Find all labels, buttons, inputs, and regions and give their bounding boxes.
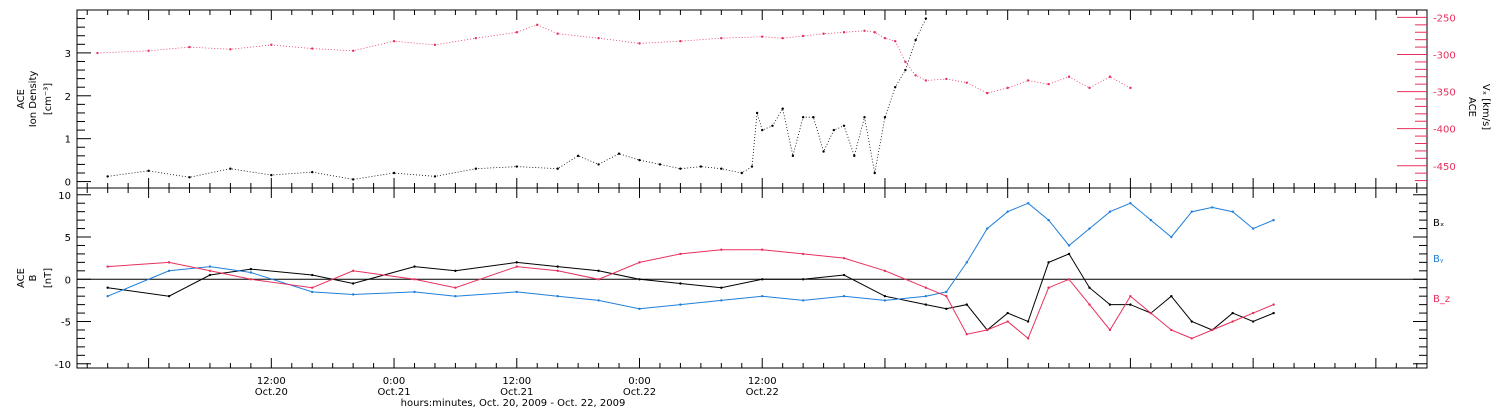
velocity-tick-label: -450 bbox=[1433, 162, 1456, 173]
density-point bbox=[791, 154, 795, 158]
density-point bbox=[822, 150, 825, 153]
x-tick-time: 12:00 bbox=[257, 376, 286, 387]
legend-bz: B_z bbox=[1433, 294, 1450, 305]
density-ylabel-line2: Ion Density bbox=[28, 71, 39, 128]
density-point bbox=[986, 91, 989, 95]
density-point bbox=[638, 158, 641, 162]
velocity-tick-label: -300 bbox=[1433, 51, 1456, 62]
density-point bbox=[515, 165, 518, 168]
density-point bbox=[96, 51, 99, 55]
field-panel-frame bbox=[76, 187, 1428, 369]
velocity-tick-label: -350 bbox=[1433, 88, 1456, 99]
x-tick-time: 0:00 bbox=[628, 376, 650, 387]
density-tick-label: 1 bbox=[65, 135, 71, 146]
field-series-line bbox=[107, 253, 1274, 331]
field-tick-label: 10 bbox=[58, 191, 71, 202]
density-panel-frame bbox=[76, 9, 1428, 189]
density-point bbox=[914, 74, 917, 77]
density-point bbox=[311, 47, 314, 50]
density-point bbox=[229, 167, 232, 170]
density-point bbox=[474, 36, 478, 40]
field-point bbox=[106, 286, 109, 289]
density-point bbox=[755, 111, 759, 115]
x-tick-date: Oct.22 bbox=[623, 387, 656, 398]
density-point bbox=[781, 107, 784, 110]
density-series-line bbox=[107, 18, 927, 180]
field-tick-label: 5 bbox=[65, 233, 71, 244]
density-ylabel-unit: [cm⁻³] bbox=[43, 83, 54, 115]
density-point bbox=[720, 167, 723, 170]
density-point bbox=[822, 32, 825, 35]
density-point bbox=[812, 116, 815, 119]
x-tick-time: 12:00 bbox=[502, 376, 531, 387]
density-point bbox=[188, 176, 191, 179]
x-axis-label: hours:minutes, Oct. 20, 2009 - Oct. 22, … bbox=[401, 398, 626, 409]
density-ylabel-line1: ACE bbox=[16, 89, 27, 109]
x-tick-time: 0:00 bbox=[383, 376, 405, 387]
density-point bbox=[106, 175, 109, 178]
density-point bbox=[515, 31, 518, 34]
x-tick-date: Oct.20 bbox=[255, 387, 288, 398]
density-point bbox=[863, 116, 866, 119]
x-tick-date: Oct.22 bbox=[746, 387, 779, 398]
density-point bbox=[679, 167, 682, 170]
density-point bbox=[638, 42, 641, 45]
legend-bx: Bₓ bbox=[1433, 218, 1444, 229]
density-point bbox=[351, 49, 355, 52]
density-point bbox=[1006, 86, 1009, 90]
density-tick-label: 3 bbox=[65, 49, 71, 60]
density-point bbox=[740, 171, 743, 175]
density-series-line bbox=[97, 24, 1131, 94]
density-tick-label: 2 bbox=[65, 92, 71, 103]
velocity-tick-label: -400 bbox=[1433, 125, 1456, 136]
density-point bbox=[188, 45, 191, 49]
field-tick-label: -5 bbox=[61, 318, 71, 329]
field-ylabel-line2: B bbox=[28, 274, 39, 281]
density-point bbox=[147, 169, 150, 173]
velocity-tick-label: -250 bbox=[1433, 13, 1456, 24]
field-series-line bbox=[107, 202, 1274, 310]
field-tick-label: -10 bbox=[55, 360, 71, 371]
legend-by: Bᵧ bbox=[1433, 254, 1444, 265]
density-point bbox=[801, 34, 805, 38]
density-point bbox=[392, 171, 396, 175]
density-point bbox=[392, 39, 396, 43]
density-tick-label: 0 bbox=[65, 178, 71, 189]
density-point bbox=[229, 48, 232, 51]
density-point bbox=[781, 36, 784, 40]
field-point bbox=[106, 265, 109, 268]
density-point bbox=[699, 165, 703, 168]
field-ylabel-line1: ACE bbox=[16, 268, 27, 288]
x-tick-date: Oct.21 bbox=[500, 387, 533, 398]
velocity-ylabel-unit: Vₓ [km/s] bbox=[1480, 84, 1491, 130]
density-point bbox=[679, 39, 682, 43]
field-ylabel-unit: [nT] bbox=[43, 268, 54, 288]
density-point bbox=[761, 35, 764, 38]
density-point bbox=[311, 170, 314, 174]
density-point bbox=[556, 167, 559, 170]
field-tick-label: 0 bbox=[65, 275, 71, 286]
x-tick-date: Oct.21 bbox=[377, 387, 410, 398]
density-point bbox=[853, 154, 856, 158]
density-point bbox=[658, 163, 662, 166]
density-point bbox=[351, 178, 355, 181]
density-point bbox=[873, 171, 876, 175]
density-point bbox=[1026, 79, 1030, 82]
velocity-ylabel: ACE bbox=[1466, 97, 1477, 117]
density-point bbox=[873, 31, 876, 34]
field-series-line bbox=[107, 249, 1274, 340]
density-point bbox=[617, 152, 621, 155]
x-tick-time: 12:00 bbox=[748, 376, 777, 387]
